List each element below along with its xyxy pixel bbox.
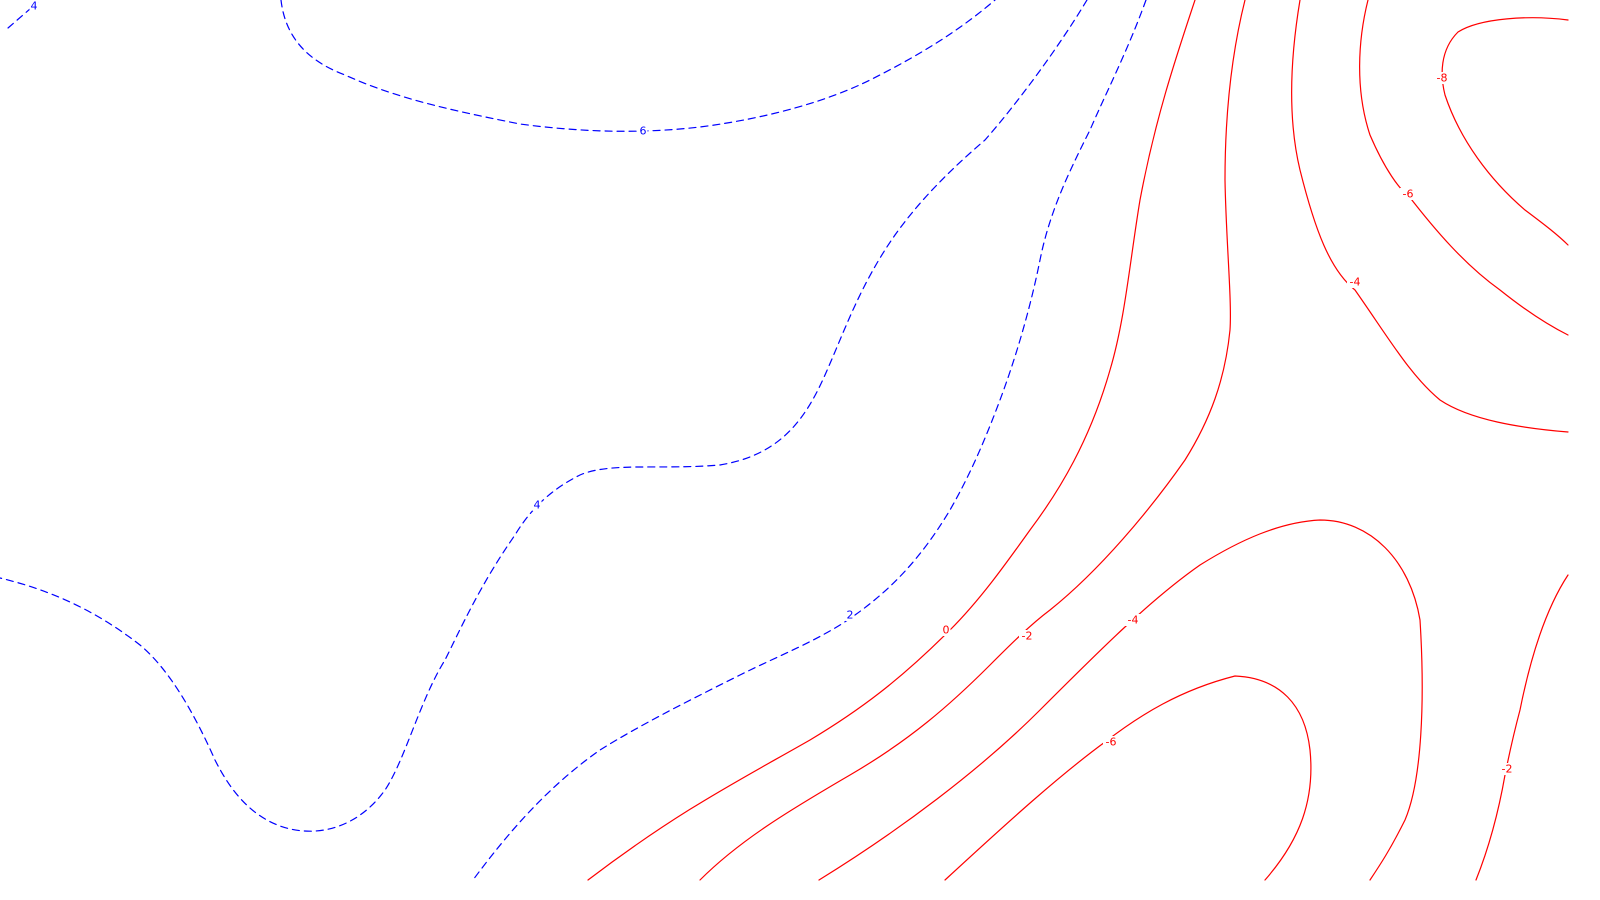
contour-label-4: 4 <box>534 499 541 512</box>
contour-label-neg2: -2 <box>1502 763 1513 776</box>
contour-line-neg2 <box>699 0 1246 881</box>
contour-line-neg6 <box>944 675 1312 881</box>
contour-label-background <box>1347 276 1363 288</box>
contour-line-neg4 <box>818 519 1423 881</box>
contour-line-4 <box>7 1 39 29</box>
contour-label-background <box>1400 188 1416 200</box>
contour-label-neg6: -6 <box>1403 188 1414 201</box>
contour-label-background <box>1103 736 1119 748</box>
contour-line-neg6 <box>1359 0 1569 336</box>
contour-label-neg4: -4 <box>1350 276 1361 289</box>
contour-label-6: 6 <box>640 125 647 138</box>
contour-label-background <box>1019 630 1035 642</box>
contour-label-neg4: -4 <box>1128 614 1139 627</box>
contour-label-background <box>1499 763 1515 775</box>
contour-label-background <box>845 609 855 621</box>
contour-label-background <box>29 0 39 12</box>
contour-label-background <box>638 125 648 137</box>
contour-line-neg2 <box>1475 574 1569 881</box>
contour-labels: 6 4 4 2 0 -2 -4 -6 -4 -6 -8 -2 <box>29 0 1515 776</box>
contour-line-4 <box>0 0 1088 832</box>
contour-label-4: 4 <box>31 0 38 13</box>
contour-line-neg8 <box>1441 17 1569 246</box>
contour-label-background <box>941 624 951 636</box>
contour-label-background <box>532 499 542 511</box>
contour-label-background <box>1125 614 1141 626</box>
contour-line-0 <box>587 0 1196 881</box>
contour-label-background <box>1434 72 1450 84</box>
contour-lines <box>0 0 1569 881</box>
contour-label-neg8: -8 <box>1437 72 1448 85</box>
contour-line-neg4 <box>1291 0 1569 433</box>
contour-line-2 <box>472 0 1147 881</box>
contour-label-2: 2 <box>847 609 854 622</box>
contour-label-neg2: -2 <box>1022 630 1033 643</box>
contour-label-0: 0 <box>943 624 950 637</box>
contour-line-6 <box>280 0 996 132</box>
contour-label-neg6: -6 <box>1106 736 1117 749</box>
